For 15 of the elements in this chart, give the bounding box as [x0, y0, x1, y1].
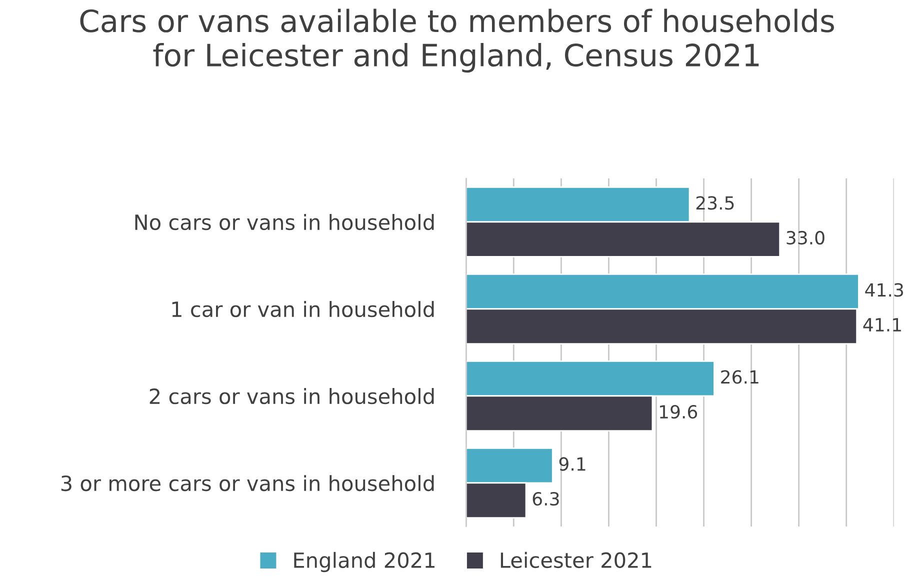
data-label: 26.1	[721, 370, 758, 384]
legend-label: Leicester 2021	[500, 552, 652, 568]
legend-label: England 2021	[294, 552, 434, 572]
data-label: 33.0	[786, 230, 824, 245]
y-tick-label: 1 car or van in household	[172, 301, 434, 318]
chart-title: Cars or vans available to members of households for Leicester and England, Census 2021	[80, 8, 834, 73]
y-tick-label: 2 cars or vans in household	[150, 388, 434, 404]
data-label: 23.5	[696, 196, 734, 210]
data-label: 41.3	[865, 283, 904, 297]
data-label: 41.1	[863, 318, 901, 332]
data-label: 6.3	[532, 492, 559, 506]
data-label: 19.6	[660, 404, 698, 419]
y-tick-label: No cars or vans in household	[135, 214, 434, 230]
y-tick-label: 3 or more cars or vans in household	[61, 475, 434, 492]
data-label: 9.1	[559, 457, 586, 471]
